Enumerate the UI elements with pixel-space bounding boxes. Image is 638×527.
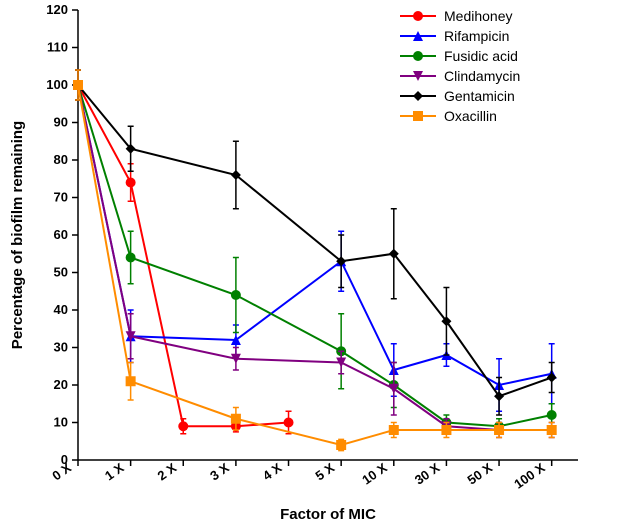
chart-container: 01020304050607080901001101200 X1 X2 X3 X…	[0, 0, 638, 527]
legend-label: Rifampicin	[444, 28, 509, 44]
legend-label: Gentamicin	[444, 88, 515, 104]
y-tick-label: 30	[54, 340, 68, 355]
legend-label: Clindamycin	[444, 68, 520, 84]
legend-label: Fusidic acid	[444, 48, 518, 64]
y-tick-label: 80	[54, 152, 68, 167]
x-axis-label: Factor of MIC	[280, 506, 376, 523]
y-tick-label: 60	[54, 227, 68, 242]
legend-label: Oxacillin	[444, 108, 497, 124]
y-tick-label: 40	[54, 302, 68, 317]
y-tick-label: 100	[46, 77, 68, 92]
y-tick-label: 10	[54, 415, 68, 430]
y-tick-label: 50	[54, 265, 68, 280]
legend-label: Medihoney	[444, 8, 513, 24]
y-tick-label: 90	[54, 115, 68, 130]
y-tick-label: 120	[46, 2, 68, 17]
y-tick-label: 70	[54, 190, 68, 205]
y-axis-label: Percentage of biofilm remaining	[9, 121, 26, 349]
y-tick-label: 110	[47, 40, 68, 55]
biofilm-chart: 01020304050607080901001101200 X1 X2 X3 X…	[0, 0, 638, 527]
y-tick-label: 20	[54, 377, 68, 392]
